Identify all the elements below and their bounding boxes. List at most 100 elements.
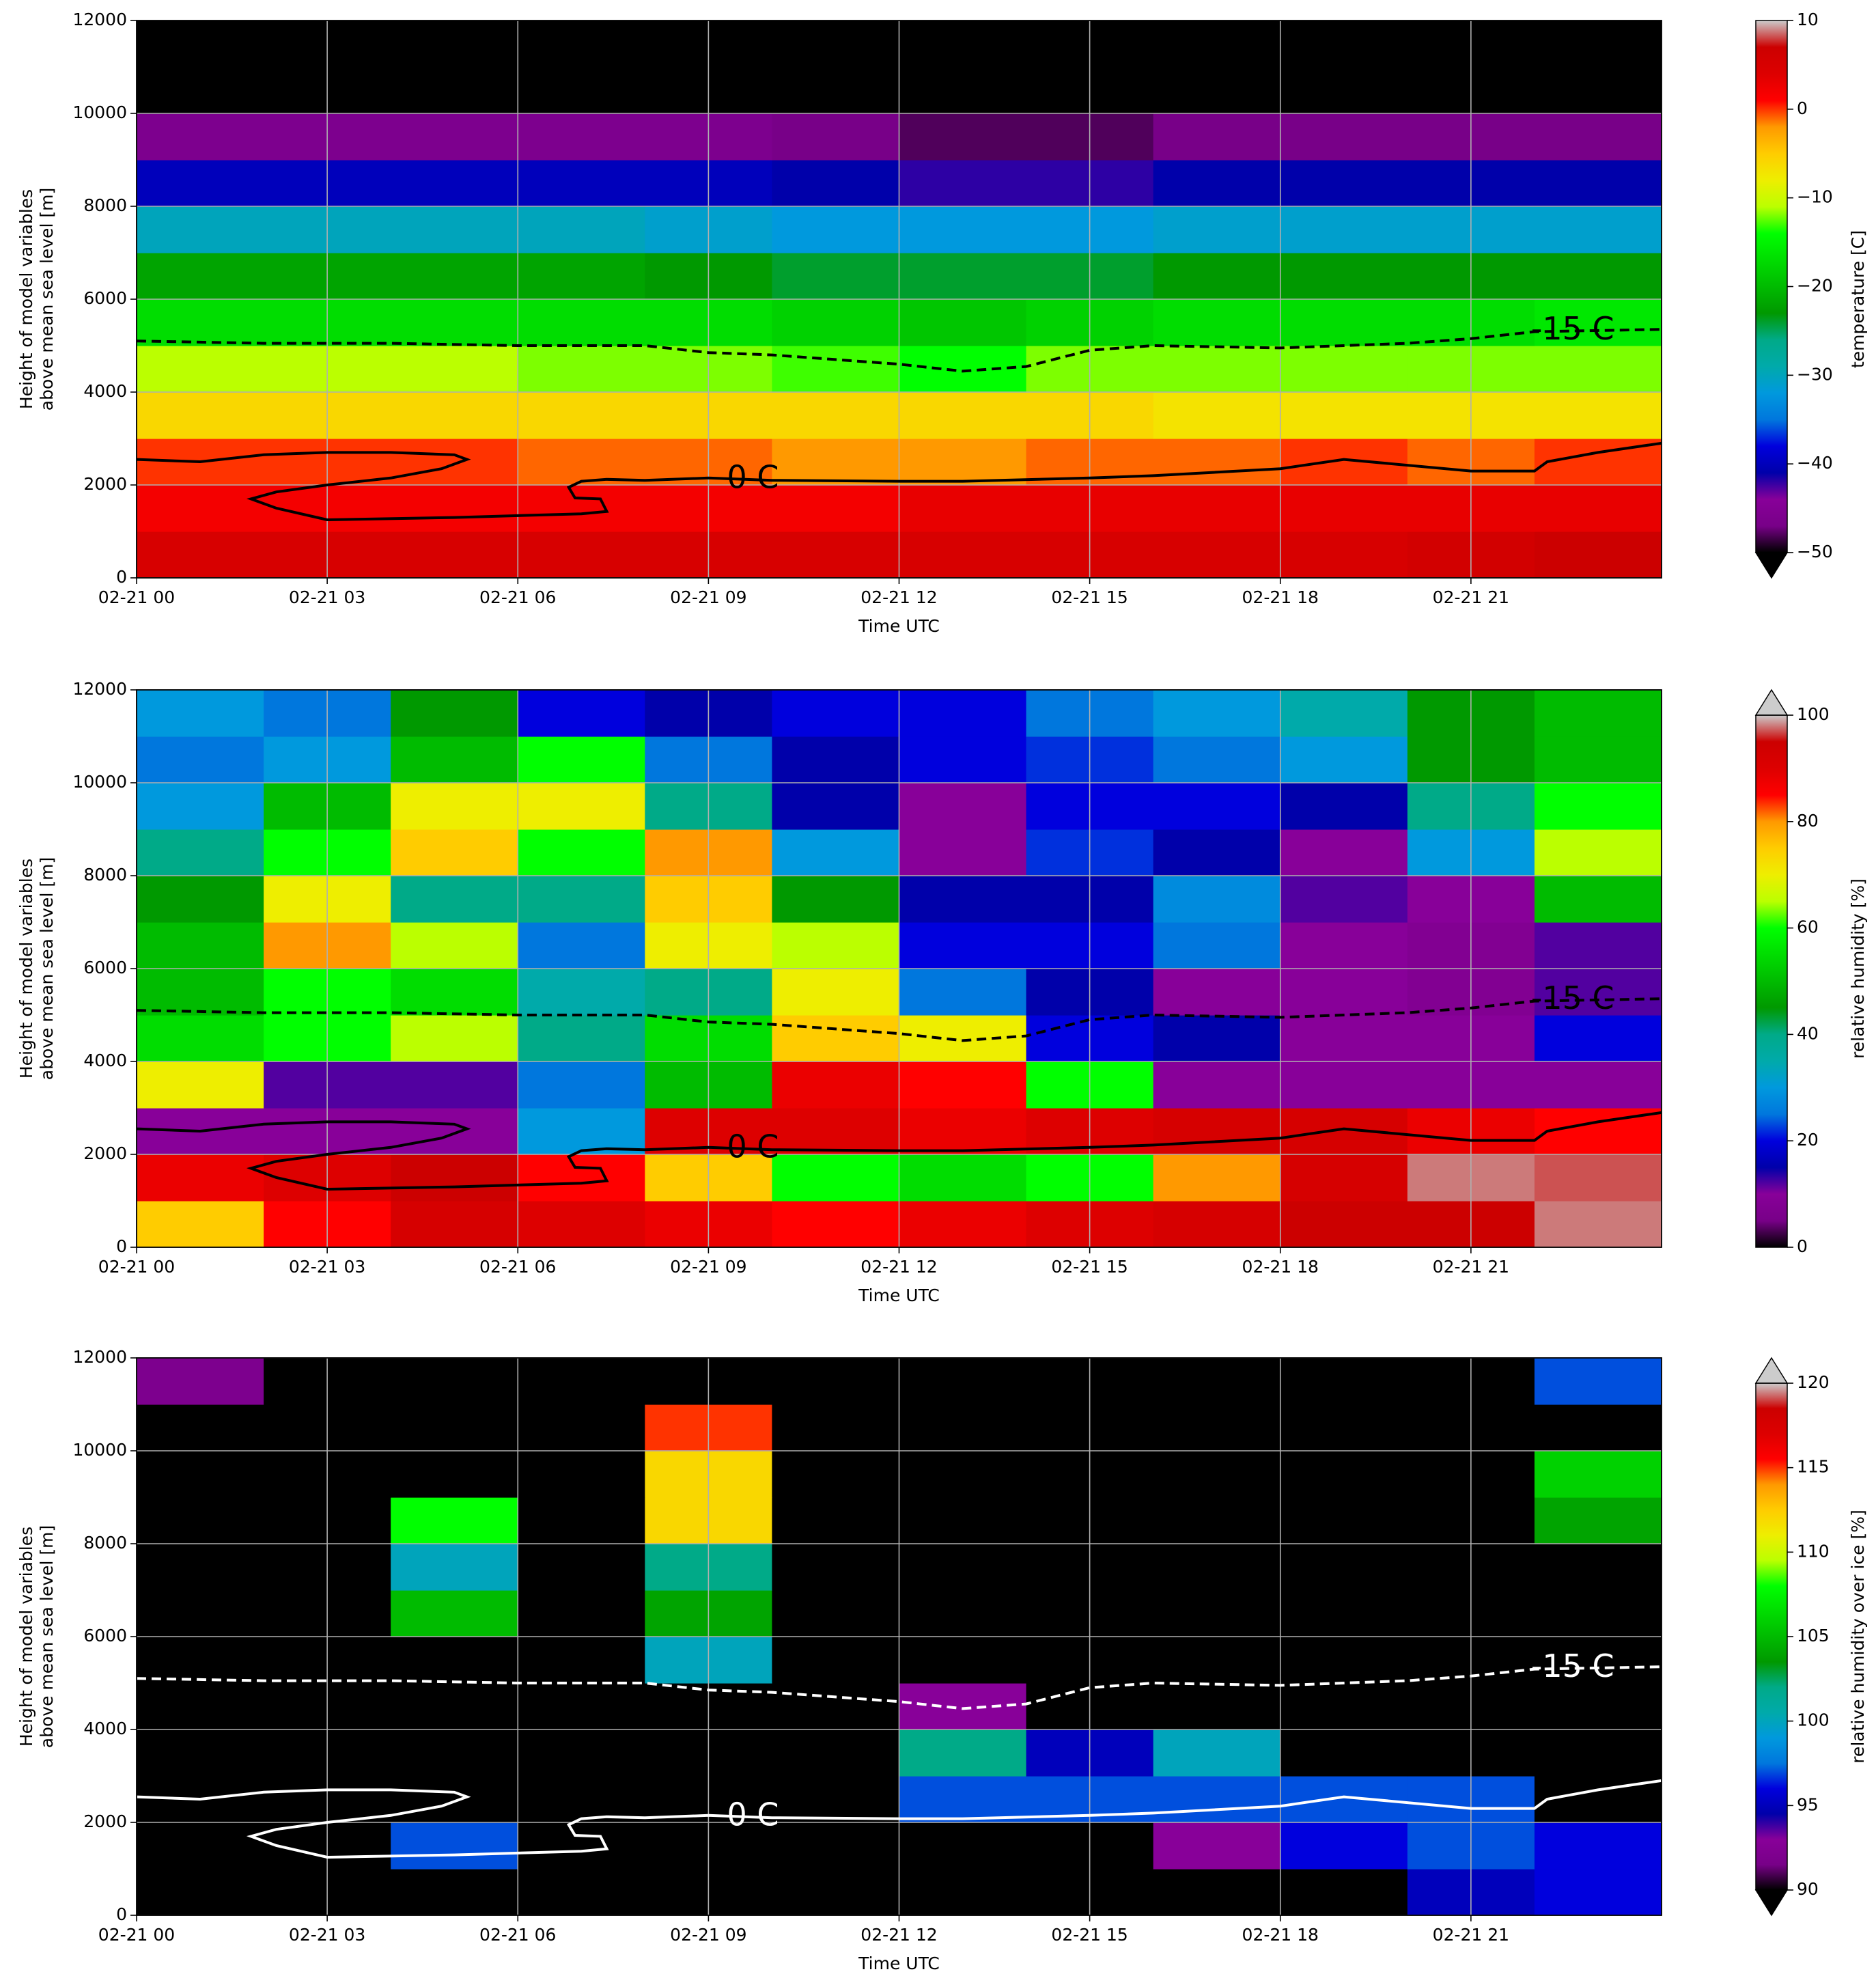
colorbar-frame xyxy=(1755,714,1788,1248)
x-tick-label: 02-21 21 xyxy=(1433,1925,1509,1945)
colorbar-tick-label: 20 xyxy=(1797,1130,1819,1150)
heatmap-cell xyxy=(772,253,900,300)
y-tick-label: 6000 xyxy=(83,958,127,977)
colorbar-tick-label: −30 xyxy=(1797,364,1833,384)
heatmap-cell xyxy=(1280,783,1408,830)
heatmap-cell xyxy=(899,1108,1027,1155)
heatmap-cell xyxy=(1534,1683,1662,1730)
heatmap-cell xyxy=(772,1451,900,1498)
heatmap-cell xyxy=(137,160,264,207)
heatmap-cell xyxy=(137,299,264,346)
heatmap-cell xyxy=(518,392,645,439)
x-tick-label: 02-21 09 xyxy=(670,1925,746,1945)
heatmap-cell xyxy=(518,1869,645,1915)
x-tick-label: 02-21 06 xyxy=(479,1257,556,1277)
heatmap-cell xyxy=(1280,1061,1408,1109)
heatmap-cell xyxy=(1280,922,1408,969)
heatmap-cell xyxy=(899,736,1027,783)
heatmap-cell xyxy=(391,1497,518,1544)
heatmap-cell xyxy=(518,1683,645,1730)
heatmap-cell xyxy=(137,1683,264,1730)
heatmap-cell xyxy=(1153,1729,1281,1777)
heatmap-cell xyxy=(137,1497,264,1544)
y-tick-label: 0 xyxy=(116,1904,127,1924)
heatmap-cell xyxy=(1153,1108,1281,1155)
heatmap-cell xyxy=(1534,736,1662,783)
heatmap-cell xyxy=(391,1358,518,1405)
contour-line xyxy=(137,1779,1662,1859)
heatmap-cell xyxy=(1280,876,1408,923)
heatmap-cell xyxy=(772,969,900,1016)
y-tick-label: 10000 xyxy=(72,102,127,122)
heatmap-cell xyxy=(518,299,645,346)
heatmap-cell xyxy=(391,1108,518,1155)
colorbar-tick-label: −10 xyxy=(1797,187,1833,207)
colorbar-tick-label: 115 xyxy=(1797,1457,1830,1477)
heatmap-cell xyxy=(1153,969,1281,1016)
colorbar xyxy=(1756,1383,1787,1890)
y-axis-label: above mean sea level [m] xyxy=(37,857,57,1080)
heatmap-cell xyxy=(1280,299,1408,346)
heatmap-cell xyxy=(899,439,1027,486)
heatmap-cell xyxy=(899,392,1027,439)
colorbar-tick-label: 105 xyxy=(1797,1626,1830,1645)
colorbar xyxy=(1756,715,1787,1247)
heatmap-cell xyxy=(772,1590,900,1637)
heatmap-cell xyxy=(772,67,900,114)
heatmap-cell xyxy=(518,1451,645,1498)
colorbar-tick-label: −20 xyxy=(1797,276,1833,296)
x-tick-label: 02-21 21 xyxy=(1433,1257,1509,1277)
heatmap-cell xyxy=(518,1544,645,1591)
heatmap-cell xyxy=(1153,1451,1281,1498)
heatmap-cell xyxy=(1534,1637,1662,1684)
heatmap-cell xyxy=(1534,20,1662,68)
x-tick-label: 02-21 15 xyxy=(1051,1925,1128,1945)
y-tick-label: 12000 xyxy=(72,10,127,29)
heatmap-cell xyxy=(518,1154,645,1201)
heatmap-cell xyxy=(1280,206,1408,253)
heatmap-cell xyxy=(391,829,518,876)
y-tick-label: 6000 xyxy=(83,1626,127,1645)
heatmap-cell xyxy=(1153,392,1281,439)
heatmap-cell xyxy=(518,922,645,969)
heatmap-cell xyxy=(137,1015,264,1062)
heatmap-cell xyxy=(518,206,645,253)
heatmap-cell xyxy=(772,485,900,532)
heatmap-cell xyxy=(1534,1729,1662,1777)
heatmap-cell xyxy=(1153,1590,1281,1637)
heatmap-cell xyxy=(391,969,518,1016)
plot-frame xyxy=(136,689,1662,1248)
colorbar-tick-label: 60 xyxy=(1797,917,1819,937)
panel: 02-21 00 02-21 03 02-21 06 02-21 09 02-21 12… xyxy=(16,1347,1868,1973)
heatmap-cell xyxy=(1534,299,1662,346)
heatmap-cell xyxy=(1280,1358,1408,1405)
y-axis-label: Height of model variables xyxy=(16,859,36,1079)
heatmap-cell xyxy=(391,20,518,68)
heatmap-cell xyxy=(391,67,518,114)
heatmap-cell xyxy=(1153,160,1281,207)
heatmap-cell xyxy=(1280,346,1408,393)
heatmap-cell xyxy=(518,1776,645,1823)
heatmap-cell xyxy=(772,113,900,161)
heatmap-cell xyxy=(137,1729,264,1777)
heatmap-cell xyxy=(772,736,900,783)
heatmap-cell xyxy=(518,113,645,161)
heatmap-cell xyxy=(1534,485,1662,532)
heatmap-cell xyxy=(137,346,264,393)
heatmap-cell xyxy=(391,299,518,346)
heatmap-cell xyxy=(1153,1544,1281,1591)
heatmap-cell xyxy=(1534,1201,1662,1247)
heatmap-cell xyxy=(772,1822,900,1870)
heatmap-cell xyxy=(772,1544,900,1591)
heatmap-cell xyxy=(391,485,518,532)
heatmap-cell xyxy=(1280,1590,1408,1637)
heatmap-cell xyxy=(391,113,518,161)
y-axis-label: Height of model variables xyxy=(16,189,36,409)
x-tick-label: 02-21 03 xyxy=(289,1925,365,1945)
colorbar-tick-label: 110 xyxy=(1797,1541,1830,1561)
heatmap-cell xyxy=(899,783,1027,830)
heatmap-cell xyxy=(137,1590,264,1637)
heatmap-cell xyxy=(899,1590,1027,1637)
x-tick-label: 02-21 18 xyxy=(1242,587,1319,607)
